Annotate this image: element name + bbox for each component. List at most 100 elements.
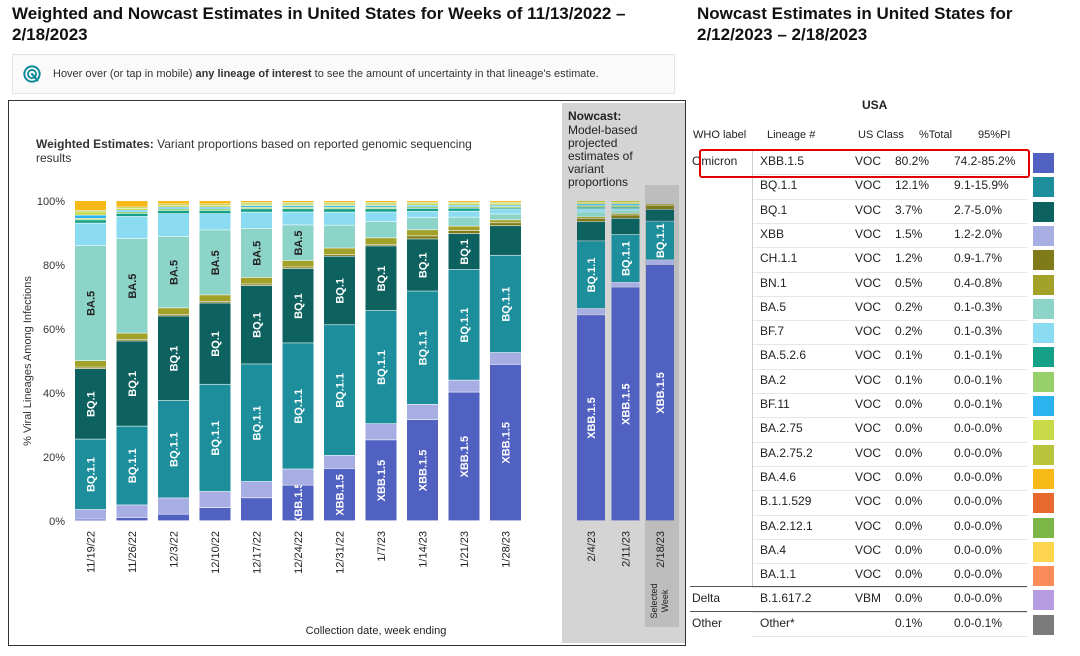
table-color-swatch xyxy=(1033,566,1054,587)
table-lineage: BA.1.1 xyxy=(760,567,797,582)
table-percent-total: 0.2% xyxy=(895,324,923,339)
bar-segment xyxy=(158,201,189,204)
bar-segment xyxy=(324,248,355,255)
bar-segment-label: BQ.1 xyxy=(376,266,388,292)
bar-segment xyxy=(116,238,148,333)
bar-segment xyxy=(199,201,231,204)
table-lineage: BA.5 xyxy=(760,299,787,314)
bar-segment xyxy=(490,220,521,223)
weighted-x-tick-label: 1/28/23 xyxy=(501,531,513,568)
bar-segment xyxy=(646,204,674,206)
table-row-divider xyxy=(752,198,1027,200)
table-color-swatch xyxy=(1033,153,1054,173)
bar-segment xyxy=(577,201,605,203)
table-percent-total: 0.0% xyxy=(895,397,923,411)
bar-segment xyxy=(116,208,148,210)
bar-segment xyxy=(407,202,438,204)
bar-segment xyxy=(75,367,106,369)
bar-segment xyxy=(282,209,314,212)
bar-segment xyxy=(577,217,605,219)
table-percent-total: 3.7% xyxy=(895,202,923,217)
table-us-class: VOC xyxy=(855,469,882,484)
table-lineage: BA.4 xyxy=(760,542,787,557)
table-color-swatch xyxy=(1033,323,1054,344)
bar-segment xyxy=(241,207,272,209)
table-row-divider xyxy=(752,538,1027,540)
table-us-class: VOC xyxy=(855,421,882,436)
table-percent-total: 0.2% xyxy=(895,299,923,314)
bar-segment xyxy=(199,205,231,207)
chart-subtitle-line1: Variant proportions based on reported ge… xyxy=(154,137,472,151)
nowcast-table-title: Nowcast Estimates in United States for 2… xyxy=(697,4,1013,44)
table-us-class: VOC xyxy=(855,299,882,314)
bar-segment xyxy=(282,225,314,261)
table-color-swatch xyxy=(1033,493,1054,514)
bar-segment xyxy=(611,201,640,202)
bar-segment xyxy=(611,207,640,209)
bar-segment-label: BQ.1 xyxy=(86,391,98,417)
bar-segment xyxy=(116,207,148,209)
bar-segment xyxy=(241,212,272,229)
bar-segment-label: BQ.1 xyxy=(127,371,139,397)
table-row-divider xyxy=(752,344,1027,346)
nowcast-title: Nowcast: xyxy=(568,109,621,123)
table-color-swatch xyxy=(1033,444,1054,465)
table-prediction-interval: 0.1-0.3% xyxy=(954,324,1003,339)
table-lineage: BQ.1.1 xyxy=(760,178,798,193)
table-who-label: Omicron xyxy=(692,154,738,168)
bar-segment xyxy=(199,303,231,384)
bar-segment xyxy=(199,210,231,214)
bar-segment xyxy=(75,245,106,361)
bar-segment xyxy=(577,308,605,315)
bar-segment xyxy=(241,202,272,204)
table-who-label: Other xyxy=(692,615,723,630)
table-column-header: US Class xyxy=(858,129,904,141)
table-prediction-interval: 74.2-85.2% xyxy=(954,154,1016,168)
table-lineage: BF.11 xyxy=(760,397,790,411)
bar-segment xyxy=(116,339,148,341)
table-percent-total: 0.0% xyxy=(895,494,923,509)
table-vertical-divider xyxy=(752,149,753,587)
bar-segment xyxy=(365,244,397,246)
table-us-class: VOC xyxy=(855,542,882,557)
table-color-swatch xyxy=(1033,541,1054,562)
bar-segment xyxy=(116,201,148,207)
bar-segment xyxy=(282,202,314,204)
bar-segment xyxy=(241,285,272,364)
table-color-swatch xyxy=(1033,371,1054,392)
bar-segment xyxy=(199,301,231,303)
bar-segment xyxy=(365,212,397,222)
table-percent-total: 0.1% xyxy=(895,615,923,630)
bar-segment xyxy=(646,205,674,210)
bar-segment-label: XBB.1.5 xyxy=(335,474,347,516)
bar-segment xyxy=(324,256,355,325)
table-prediction-interval: 0.4-0.8% xyxy=(954,275,1003,290)
bar-segment xyxy=(199,204,231,206)
table-color-swatch xyxy=(1033,614,1054,635)
y-tick-label: 0% xyxy=(49,516,65,528)
table-color-swatch xyxy=(1033,201,1054,222)
bar-segment xyxy=(241,205,272,207)
table-us-class: VOC xyxy=(855,226,882,241)
bar-segment xyxy=(577,207,605,209)
table-row-divider xyxy=(752,587,1027,589)
weighted-x-tick-label: 12/10/22 xyxy=(210,531,222,574)
table-column-header: Lineage # xyxy=(767,129,816,141)
table-us-class: VOC xyxy=(855,567,882,582)
table-lineage: B.1.1.529 xyxy=(760,494,812,509)
bar-segment xyxy=(116,341,148,426)
weighted-x-tick-label: 11/26/22 xyxy=(127,531,139,573)
bar-segment xyxy=(241,284,272,286)
bar-segment-label: BQ.1.1 xyxy=(169,432,181,467)
bar-segment xyxy=(241,201,272,203)
bar-segment-label: BQ.1.1 xyxy=(655,223,667,258)
table-us-class: VOC xyxy=(855,372,882,387)
chart-subtitle-line2: results xyxy=(36,151,71,165)
table-row-divider xyxy=(752,368,1027,370)
bar-segment xyxy=(448,217,480,226)
bar-segment-label: XBB.1.5 xyxy=(586,397,598,439)
table-percent-total: 0.5% xyxy=(895,275,923,290)
bar-segment xyxy=(577,315,605,521)
chart-title: Weighted Estimates: Variant proportions … xyxy=(36,137,472,151)
bar-segment xyxy=(241,481,272,498)
